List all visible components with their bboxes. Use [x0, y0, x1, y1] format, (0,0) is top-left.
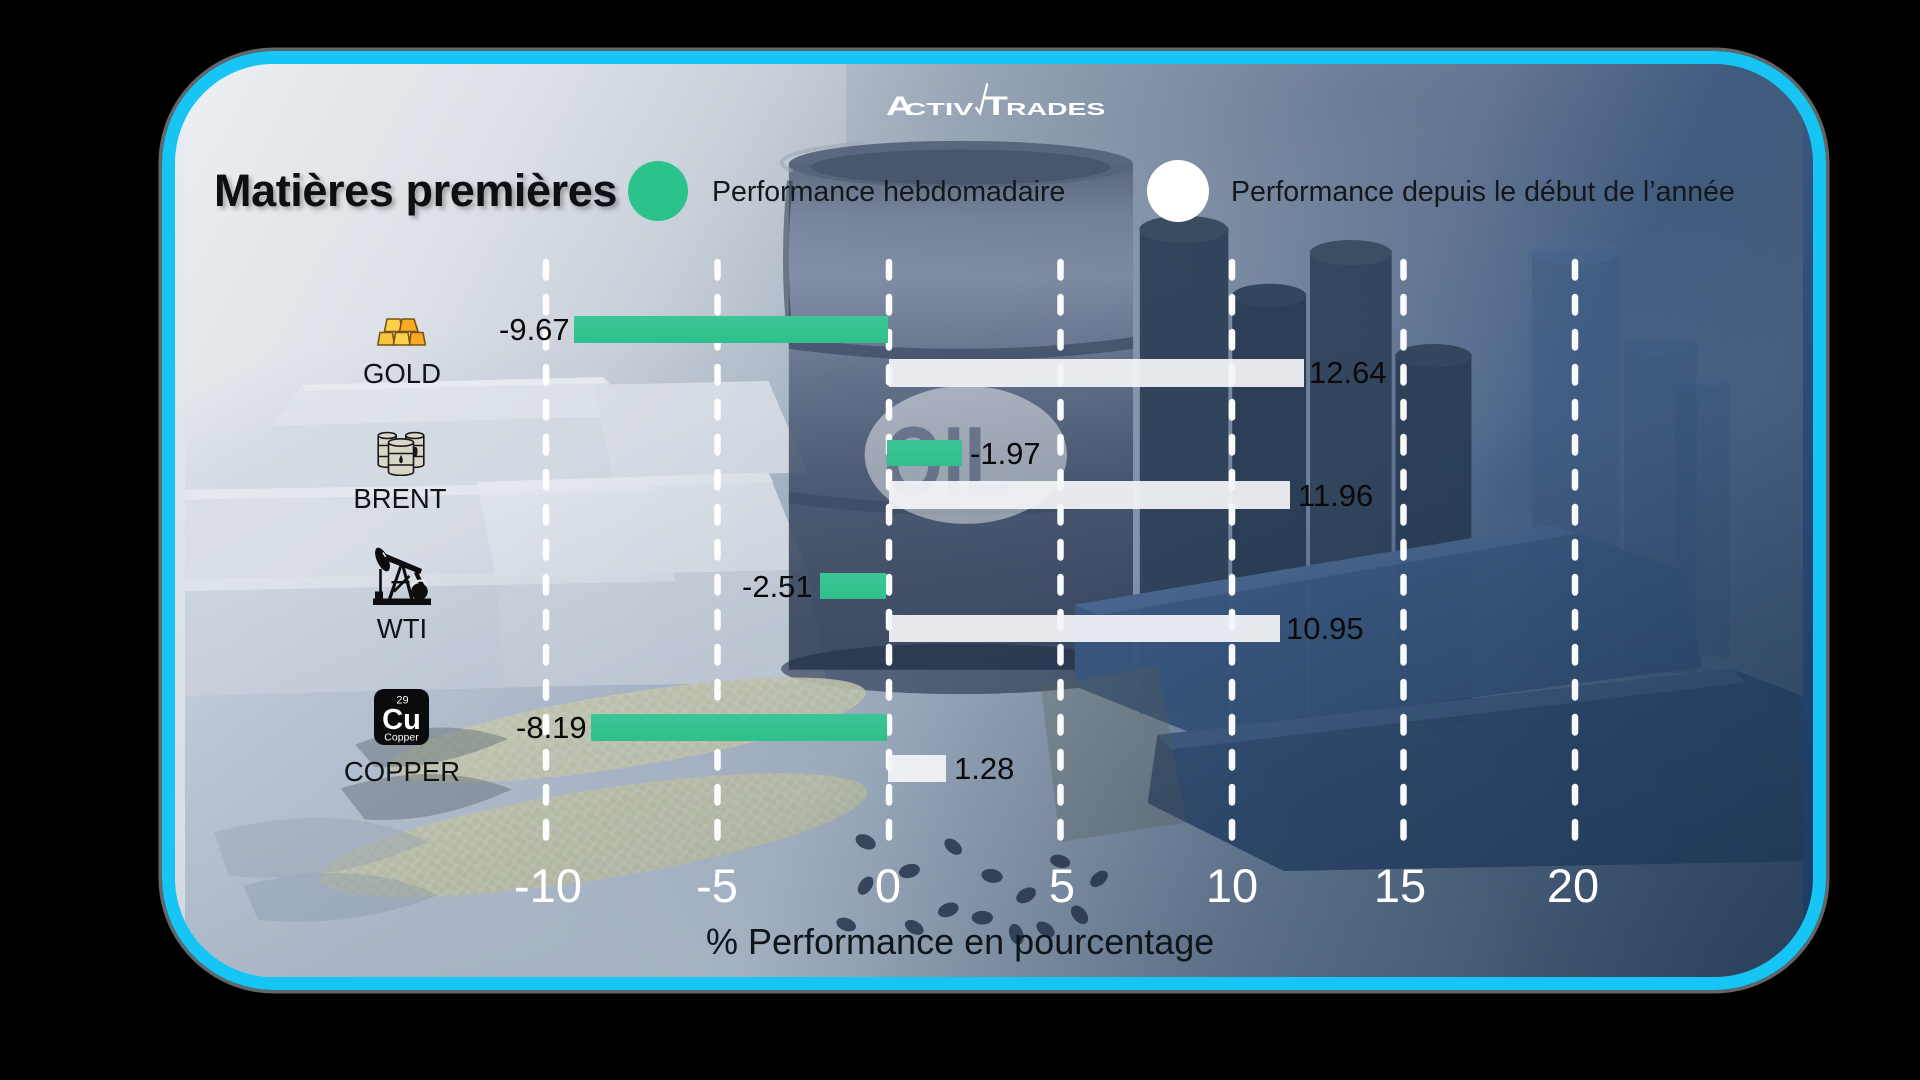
svg-text:Cu: Cu — [382, 704, 421, 736]
svg-text:RADES: RADES — [1006, 100, 1105, 120]
svg-text:Copper: Copper — [384, 732, 419, 744]
svg-text:29: 29 — [396, 695, 408, 707]
svg-text:CTIV: CTIV — [905, 100, 975, 120]
svg-text:T: T — [984, 91, 1007, 121]
svg-text:A: A — [886, 91, 914, 121]
